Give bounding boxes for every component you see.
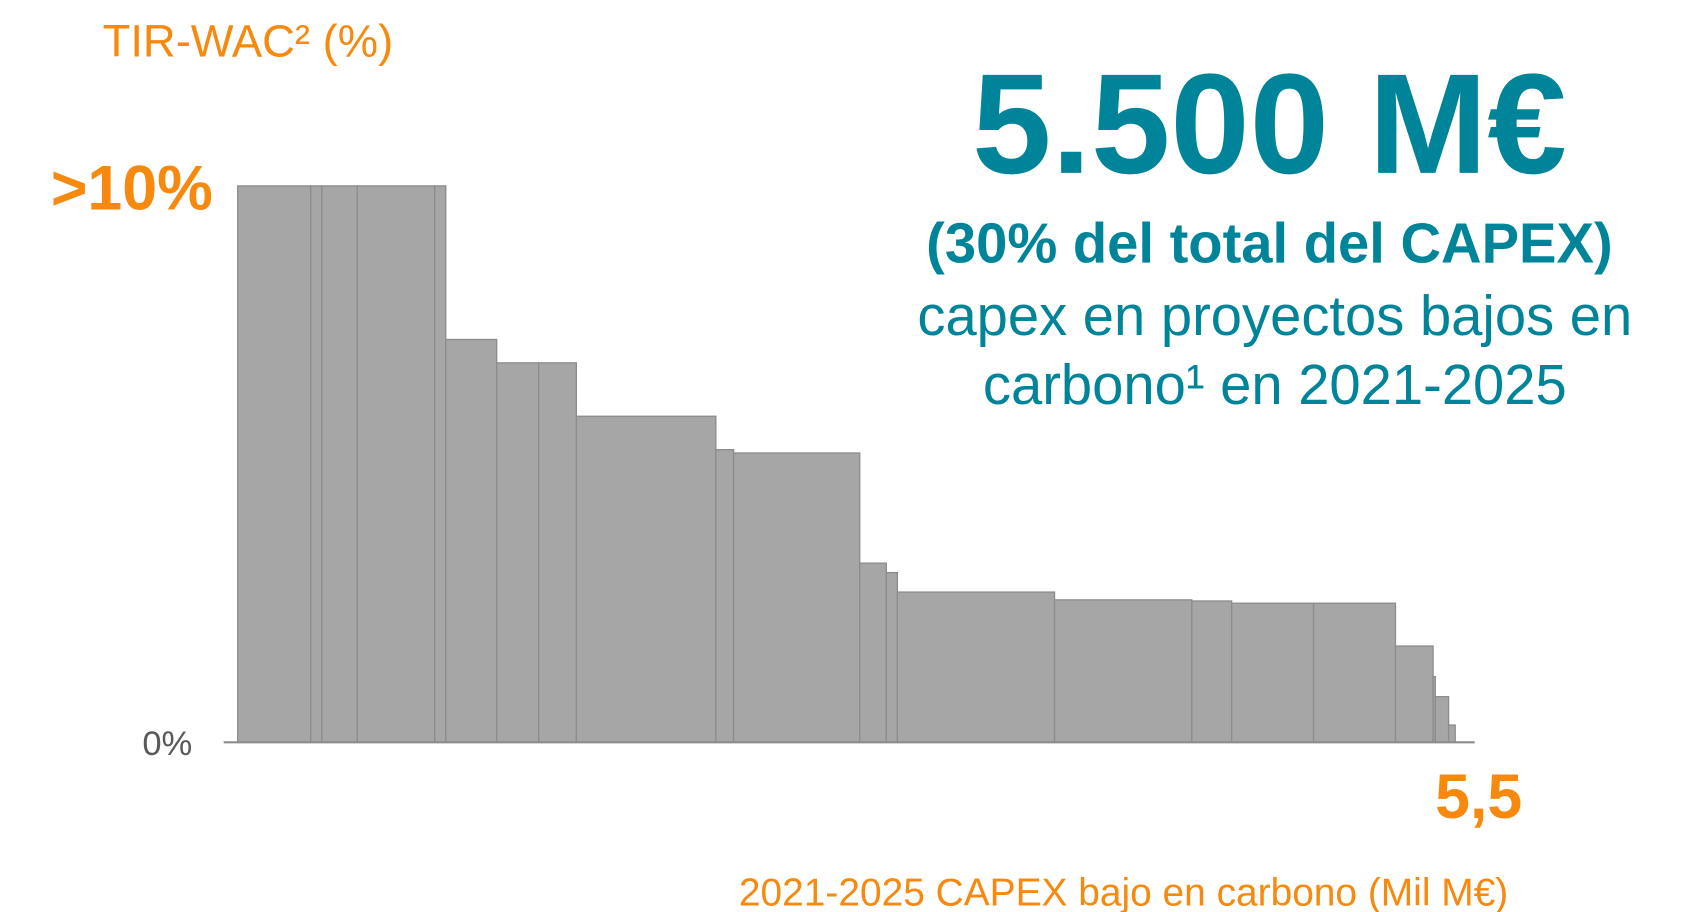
bar xyxy=(715,448,735,743)
bar xyxy=(732,452,861,743)
bar xyxy=(1191,600,1233,743)
x-axis-label: 2021-2025 CAPEX bajo en carbono (Mil M€) xyxy=(739,871,1508,912)
y-tick-label: 0% xyxy=(142,725,192,763)
bar xyxy=(237,185,312,743)
subheadline: (30% del total del CAPEX) xyxy=(926,212,1613,275)
description-line: capex en proyectos bajos en xyxy=(917,284,1632,347)
bar xyxy=(1053,599,1193,743)
bar xyxy=(445,338,498,743)
y-tick-label: >10% xyxy=(51,154,213,224)
bar xyxy=(356,185,436,743)
headline: 5.500 M€ xyxy=(972,45,1567,204)
bar xyxy=(538,362,578,743)
x-tick-label: 5,5 xyxy=(1435,762,1522,832)
y-axis-label: TIR-WAC² (%) xyxy=(103,15,394,66)
bar xyxy=(859,562,887,743)
bar xyxy=(1447,724,1456,743)
bar xyxy=(1312,602,1397,743)
bar xyxy=(575,415,717,743)
bar xyxy=(496,362,540,743)
bar xyxy=(434,185,447,743)
description-line: carbono¹ en 2021-2025 xyxy=(983,353,1567,416)
bar xyxy=(896,591,1056,743)
bar xyxy=(1394,645,1434,743)
bar xyxy=(885,571,899,743)
bar xyxy=(1434,696,1450,743)
bar xyxy=(1231,602,1315,743)
bar xyxy=(321,185,358,743)
bar xyxy=(310,185,323,743)
